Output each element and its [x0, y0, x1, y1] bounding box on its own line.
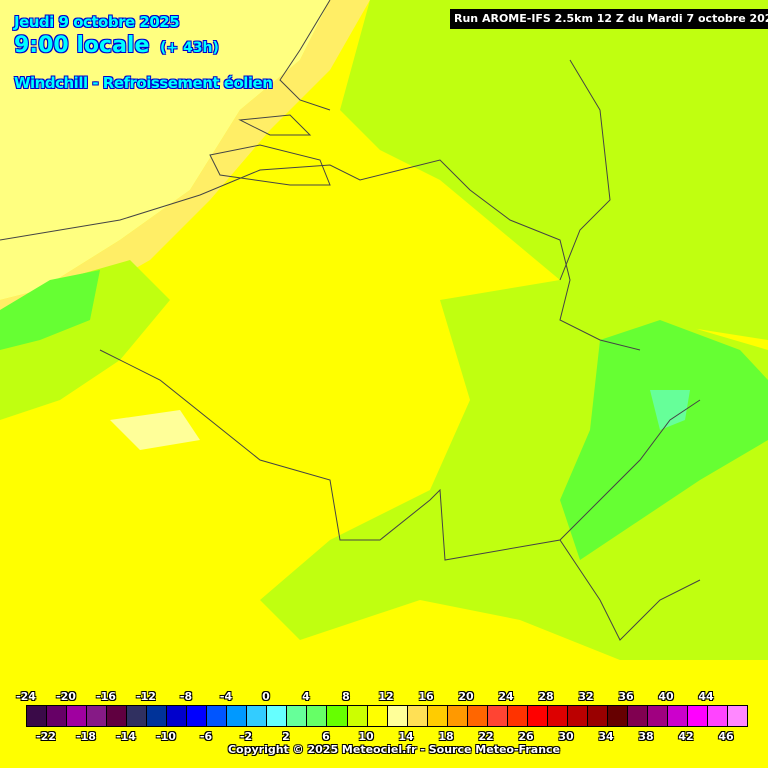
copyright: Copyright © 2025 Meteociel.fr - Source M…	[227, 743, 561, 756]
legend-swatch	[647, 706, 668, 726]
border-line	[559, 59, 611, 281]
legend-swatch	[688, 706, 709, 726]
legend-label: 12	[378, 690, 394, 703]
legend-label: 14	[398, 730, 414, 743]
legend-swatch	[247, 706, 268, 726]
legend-swatch	[607, 706, 628, 726]
legend-swatch	[427, 706, 448, 726]
legend-swatch	[387, 706, 408, 726]
legend-label: 46	[718, 730, 734, 743]
legend-label: 34	[598, 730, 614, 743]
legend-label: 20	[458, 690, 474, 703]
legend-label: -24	[16, 690, 36, 703]
legend-label: 0	[262, 690, 270, 703]
forecast-lead: (+ 43h)	[160, 40, 219, 56]
island-outline	[238, 114, 312, 136]
legend-swatch	[307, 706, 328, 726]
legend-swatch	[47, 706, 68, 726]
legend-swatch	[107, 706, 128, 726]
legend-swatch	[167, 706, 188, 726]
legend-label: -6	[199, 730, 213, 743]
legend-swatch	[668, 706, 689, 726]
legend-label: 2	[282, 730, 290, 743]
legend-label: 8	[342, 690, 350, 703]
legend-label: 4	[302, 690, 310, 703]
legend-swatch	[547, 706, 568, 726]
legend-label: -16	[96, 690, 116, 703]
legend-swatch	[627, 706, 648, 726]
legend-label: 44	[698, 690, 714, 703]
legend-label: -14	[116, 730, 136, 743]
border-line	[559, 539, 701, 641]
legend-label: -22	[36, 730, 56, 743]
zone-lime-north	[340, 0, 768, 340]
legend-swatch	[708, 706, 729, 726]
legend-swatch	[467, 706, 488, 726]
zone-pale-patch	[110, 410, 200, 450]
sea-area	[0, 0, 330, 300]
border-line	[99, 349, 701, 561]
legend-swatch	[347, 706, 368, 726]
legend-swatch	[87, 706, 108, 726]
forecast-time: 9:00 locale	[14, 33, 150, 58]
legend-label: 6	[322, 730, 330, 743]
legend-label: 26	[518, 730, 534, 743]
zone-cyan-core	[650, 390, 690, 430]
legend-label: 28	[538, 690, 554, 703]
island-outline	[209, 144, 331, 186]
legend-swatch	[27, 706, 48, 726]
legend-swatch	[527, 706, 548, 726]
legend-label: 40	[658, 690, 674, 703]
zone-green-west	[0, 270, 100, 350]
legend-label: -2	[239, 730, 253, 743]
forecast-date: Jeudi 9 octobre 2025	[14, 13, 180, 31]
color-scale-legend	[26, 705, 748, 727]
legend-swatch	[267, 706, 288, 726]
legend-swatch	[187, 706, 208, 726]
zone-green-east	[560, 320, 768, 560]
legend-swatch	[327, 706, 348, 726]
coast-north	[279, 0, 331, 111]
legend-swatch	[127, 706, 148, 726]
legend-label: 38	[638, 730, 654, 743]
legend-swatch	[287, 706, 308, 726]
legend-swatch	[487, 706, 508, 726]
legend-label: 18	[438, 730, 454, 743]
legend-label: 30	[558, 730, 574, 743]
legend-swatch	[67, 706, 88, 726]
legend-swatch	[587, 706, 608, 726]
legend-swatch	[447, 706, 468, 726]
legend-label: -4	[219, 690, 233, 703]
legend-label: 42	[678, 730, 694, 743]
legend-label: -8	[179, 690, 193, 703]
legend-label: 22	[478, 730, 494, 743]
legend-swatch	[227, 706, 248, 726]
legend-swatch	[507, 706, 528, 726]
legend-label: -12	[136, 690, 156, 703]
legend-swatch	[147, 706, 168, 726]
legend-swatch	[407, 706, 428, 726]
legend-label: 16	[418, 690, 434, 703]
coastal-band	[0, 0, 370, 320]
legend-swatch	[728, 706, 748, 726]
legend-label: 24	[498, 690, 514, 703]
legend-label: -20	[56, 690, 76, 703]
legend-swatch	[567, 706, 588, 726]
legend-label: 32	[578, 690, 594, 703]
legend-label: 10	[358, 730, 374, 743]
parameter-title: Windchill - Refroissement éolien	[14, 74, 273, 92]
legend-label: 36	[618, 690, 634, 703]
coastline	[0, 159, 641, 351]
legend-swatch	[367, 706, 388, 726]
legend-swatch	[207, 706, 228, 726]
legend-label: -18	[76, 730, 96, 743]
run-info: Run AROME-IFS 2.5km 12 Z du Mardi 7 octo…	[450, 9, 768, 29]
legend-label: -10	[156, 730, 176, 743]
